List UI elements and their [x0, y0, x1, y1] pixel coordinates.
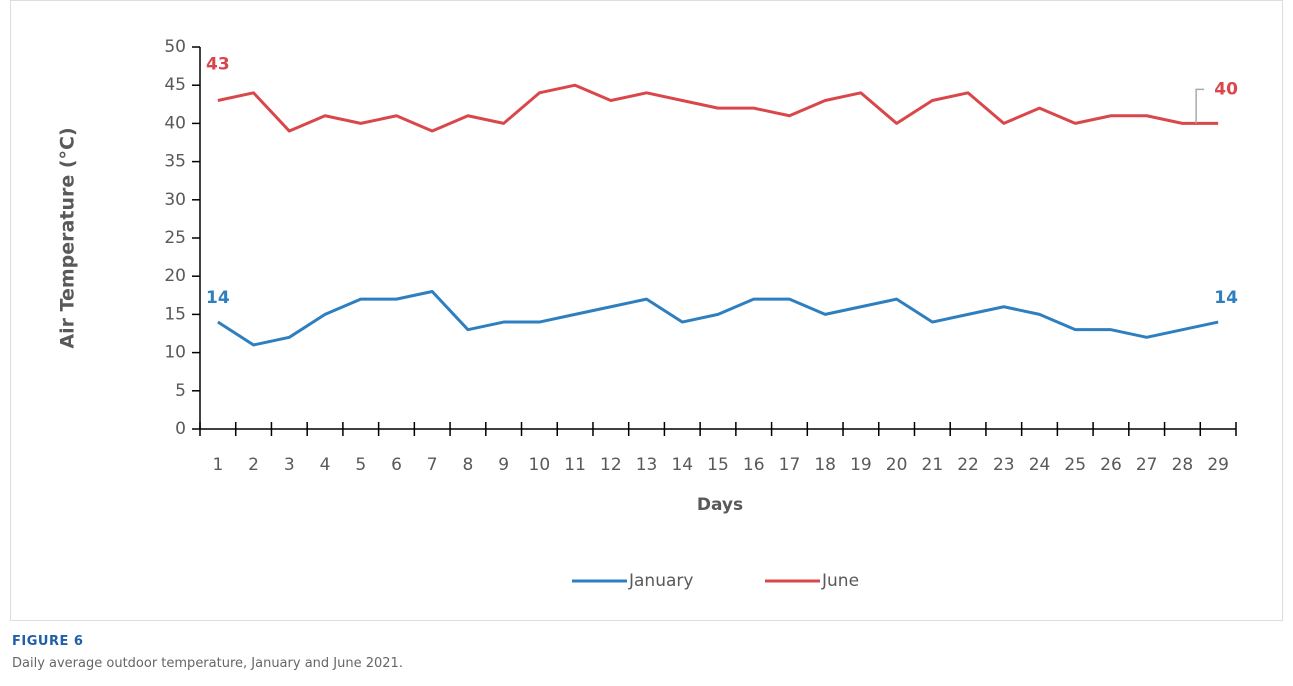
chart-frame	[10, 0, 1283, 621]
data-label: 14	[1214, 288, 1238, 308]
y-tick-label: 15	[164, 304, 186, 324]
x-tick-label: 12	[600, 455, 622, 475]
x-tick-label: 8	[463, 455, 474, 475]
y-tick-label: 50	[164, 37, 186, 57]
x-tick-label: 17	[779, 455, 801, 475]
x-tick-label: 22	[957, 455, 979, 475]
legend-label: June	[821, 571, 859, 591]
x-tick-label: 3	[284, 455, 295, 475]
x-tick-label: 16	[743, 455, 765, 475]
caption: Daily average outdoor temperature, Janua…	[12, 656, 403, 671]
x-tick-label: 9	[498, 455, 509, 475]
x-tick-label: 13	[636, 455, 658, 475]
figure-label: FIGURE 6	[12, 634, 84, 649]
y-tick-label: 45	[164, 75, 186, 95]
y-tick-label: 10	[164, 343, 186, 363]
y-tick-label: 25	[164, 228, 186, 248]
y-tick-label: 20	[164, 266, 186, 286]
x-axis-label: Days	[697, 495, 743, 515]
x-tick-label: 14	[671, 455, 693, 475]
x-tick-label: 4	[320, 455, 331, 475]
x-tick-label: 2	[248, 455, 259, 475]
x-tick-label: 1	[212, 455, 223, 475]
x-tick-label: 28	[1172, 455, 1194, 475]
x-tick-label: 26	[1100, 455, 1122, 475]
x-tick-label: 23	[993, 455, 1015, 475]
chart: Air Temperature (°C) Days 05101520253035…	[10, 0, 1283, 621]
x-tick-label: 29	[1207, 455, 1229, 475]
x-tick-label: 21	[922, 455, 944, 475]
x-tick-label: 19	[850, 455, 872, 475]
series-line	[217, 289, 1219, 347]
x-tick-label: 25	[1064, 455, 1086, 475]
y-axis-label: Air Temperature (°C)	[57, 127, 79, 348]
x-tick-label: 18	[814, 455, 836, 475]
y-tick-label: 30	[164, 190, 186, 210]
y-tick-label: 40	[164, 113, 186, 133]
data-label: 40	[1214, 79, 1238, 99]
x-tick-label: 15	[707, 455, 729, 475]
x-tick-label: 11	[564, 455, 586, 475]
label-leader	[1195, 88, 1205, 124]
legend-label: January	[628, 571, 693, 591]
y-tick-label: 35	[164, 152, 186, 172]
y-tick-label: 0	[175, 419, 186, 439]
x-tick-label: 27	[1136, 455, 1158, 475]
x-tick-label: 20	[886, 455, 908, 475]
x-tick-label: 24	[1029, 455, 1051, 475]
x-tick-label: 6	[391, 455, 402, 475]
x-tick-label: 5	[355, 455, 366, 475]
data-label: 14	[206, 288, 230, 308]
x-tick-label: 7	[427, 455, 438, 475]
data-label: 43	[206, 54, 230, 74]
y-tick-label: 5	[175, 381, 186, 401]
x-tick-label: 10	[529, 455, 551, 475]
series-line	[217, 83, 1219, 133]
